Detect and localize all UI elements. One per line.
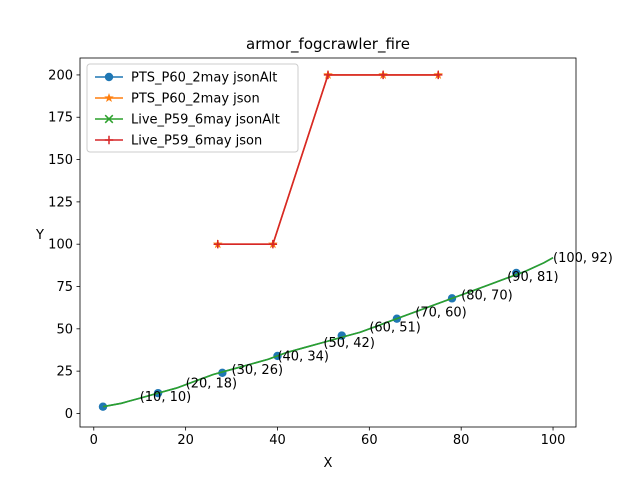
x-tick-label: 80 xyxy=(453,433,470,448)
legend-box xyxy=(86,63,299,153)
x-tick-label: 40 xyxy=(269,433,286,448)
y-tick-label: 125 xyxy=(48,195,73,210)
data-annotation: (20, 18) xyxy=(186,376,238,391)
x-tick-label: 0 xyxy=(90,433,98,448)
legend-marker xyxy=(104,93,114,103)
legend-label: PTS_P60_2may json xyxy=(131,92,260,107)
legend-item: PTS_P60_2may json xyxy=(95,92,260,107)
data-annotation: (40, 34) xyxy=(277,349,329,364)
y-tick-label: 75 xyxy=(56,280,73,295)
x-tick-label: 20 xyxy=(177,433,194,448)
legend-marker xyxy=(104,72,114,82)
y-tick-label: 0 xyxy=(65,407,73,422)
y-tick-label: 200 xyxy=(48,68,73,83)
data-point xyxy=(323,70,333,80)
x-axis-label: X xyxy=(324,456,333,471)
x-tick-label: 100 xyxy=(541,433,566,448)
plot-area xyxy=(98,69,554,411)
data-annotation: (30, 26) xyxy=(232,363,283,378)
data-annotation: (60, 51) xyxy=(369,321,421,336)
data-annotations: (10, 10)(20, 18)(30, 26)(40, 34)(50, 42)… xyxy=(140,251,613,405)
legend-item: PTS_P60_2may jsonAlt xyxy=(95,71,277,86)
legend-item: Live_P59_6may json xyxy=(95,134,262,149)
y-tick-label: 100 xyxy=(48,238,73,253)
data-point xyxy=(378,70,388,80)
data-annotation: (10, 10) xyxy=(140,390,192,405)
y-tick-label: 175 xyxy=(48,111,73,126)
data-annotation: (80, 70) xyxy=(461,288,513,303)
data-annotation: (70, 60) xyxy=(415,305,467,320)
plot-frame xyxy=(79,57,577,428)
x-tick-label: 60 xyxy=(361,433,378,448)
legend-label: Live_P59_6may json xyxy=(131,134,262,149)
legend: PTS_P60_2may jsonAlt PTS_P60_2may json Liv… xyxy=(86,63,299,153)
legend-marker xyxy=(104,135,114,145)
data-annotation: (50, 42) xyxy=(323,336,375,351)
legend-item: Live_P59_6may jsonAlt xyxy=(95,113,280,128)
data-point xyxy=(268,239,278,249)
y-tick-label: 150 xyxy=(48,153,73,168)
y-tick-label: 50 xyxy=(56,322,73,337)
legend-marker xyxy=(104,114,114,124)
data-point xyxy=(434,70,443,80)
series-4 xyxy=(213,70,443,249)
legend-label: PTS_P60_2may jsonAlt xyxy=(131,71,277,86)
y-tick-label: 25 xyxy=(56,365,73,380)
data-annotation: (100, 92) xyxy=(553,251,613,266)
series-line xyxy=(102,257,554,408)
y-axis-label: Y xyxy=(35,228,44,243)
data-annotation: (90, 81) xyxy=(507,270,558,285)
axes: 0 20 40 60 80 100 0 25 50 75 100 125 150 175 200 xyxy=(48,57,577,448)
series-3 xyxy=(102,257,554,408)
chart-title: armor_fogcrawler_fire xyxy=(246,35,410,54)
legend-label: Live_P59_6may jsonAlt xyxy=(131,113,280,128)
data-point xyxy=(213,239,222,249)
